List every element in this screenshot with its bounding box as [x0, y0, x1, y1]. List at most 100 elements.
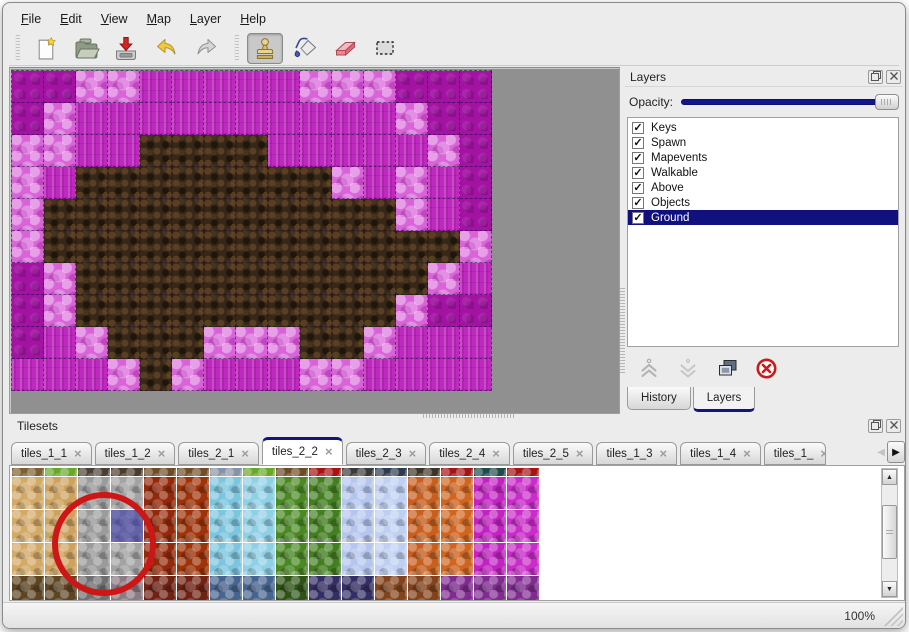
map-tile[interactable]: [364, 71, 396, 103]
map-tile[interactable]: [44, 199, 76, 231]
map-tile[interactable]: [76, 103, 108, 135]
map-tile[interactable]: [396, 71, 428, 103]
tileset-tile[interactable]: [12, 510, 44, 542]
tileset-tile[interactable]: [144, 576, 176, 600]
map-tile[interactable]: [364, 167, 396, 199]
tileset-tile[interactable]: [177, 576, 209, 600]
map-tile[interactable]: [300, 199, 332, 231]
map-tile[interactable]: [140, 231, 172, 263]
map-tile[interactable]: [236, 167, 268, 199]
raise-layer-button[interactable]: [636, 356, 662, 380]
map-tile[interactable]: [108, 71, 140, 103]
tab-close-icon[interactable]: ×: [492, 445, 500, 461]
map-tile[interactable]: [12, 167, 44, 199]
tileset-tile[interactable]: [342, 510, 374, 542]
tileset-tile[interactable]: [408, 510, 440, 542]
map-tile[interactable]: [76, 231, 108, 263]
map-tile[interactable]: [396, 263, 428, 295]
tileset-tile[interactable]: [177, 510, 209, 542]
tileset-tile[interactable]: [408, 468, 440, 476]
map-tile[interactable]: [332, 359, 364, 391]
scrollbar-thumb[interactable]: [882, 505, 897, 559]
open-tool-button[interactable]: [68, 33, 104, 64]
resize-grip[interactable]: [883, 606, 903, 626]
map-tile[interactable]: [460, 327, 492, 359]
tileset-tab-tiles_1_4[interactable]: tiles_1_4 ×: [680, 442, 761, 465]
map-tile[interactable]: [268, 135, 300, 167]
map-tile[interactable]: [76, 295, 108, 327]
scrollbar-down-icon[interactable]: ▼: [882, 581, 897, 597]
tileset-tile[interactable]: [474, 576, 506, 600]
layer-item-keys[interactable]: ✓ Keys: [628, 120, 898, 135]
eraser-tool-button[interactable]: [327, 33, 363, 64]
map-tile[interactable]: [460, 295, 492, 327]
layer-visibility-checkbox[interactable]: ✓: [632, 151, 644, 164]
map-tile[interactable]: [460, 167, 492, 199]
scrollbar-up-icon[interactable]: ▲: [882, 469, 897, 485]
tileset-tile[interactable]: [408, 477, 440, 509]
tileset-tile[interactable]: [45, 468, 77, 476]
map-tile[interactable]: [108, 295, 140, 327]
map-tile[interactable]: [236, 327, 268, 359]
menu-view[interactable]: View: [100, 12, 128, 26]
map-tile[interactable]: [204, 327, 236, 359]
map-tile[interactable]: [12, 103, 44, 135]
map-tile[interactable]: [460, 231, 492, 263]
tileset-tab-tiles_1_1[interactable]: tiles_1_1 ×: [11, 442, 92, 465]
map-tile[interactable]: [108, 231, 140, 263]
tileset-tile[interactable]: [12, 543, 44, 575]
map-tile[interactable]: [108, 199, 140, 231]
menu-layer[interactable]: Layer: [189, 12, 222, 26]
map-tile[interactable]: [396, 103, 428, 135]
tileset-tile[interactable]: [375, 477, 407, 509]
layer-visibility-checkbox[interactable]: ✓: [632, 196, 644, 209]
map-tile[interactable]: [172, 327, 204, 359]
map-tile[interactable]: [364, 231, 396, 263]
map-tile[interactable]: [204, 103, 236, 135]
tileset-tile[interactable]: [342, 543, 374, 575]
map-tile[interactable]: [332, 167, 364, 199]
tileset-tile[interactable]: [177, 468, 209, 476]
map-tile[interactable]: [300, 71, 332, 103]
map-tile[interactable]: [140, 103, 172, 135]
tileset-tile[interactable]: [309, 510, 341, 542]
tileset-tile[interactable]: [507, 510, 539, 542]
map-tile[interactable]: [364, 263, 396, 295]
map-tile[interactable]: [76, 359, 108, 391]
tab-close-icon[interactable]: ×: [743, 445, 751, 461]
map-tile[interactable]: [76, 71, 108, 103]
map-tile[interactable]: [12, 71, 44, 103]
map-tile[interactable]: [364, 135, 396, 167]
map-tile[interactable]: [332, 327, 364, 359]
map-tile[interactable]: [172, 103, 204, 135]
tileset-tile[interactable]: [375, 468, 407, 476]
map-tile[interactable]: [204, 199, 236, 231]
map-tile[interactable]: [364, 199, 396, 231]
tileset-tile[interactable]: [243, 477, 275, 509]
map-tile[interactable]: [108, 167, 140, 199]
map-tile[interactable]: [76, 199, 108, 231]
tileset-tile[interactable]: [12, 576, 44, 600]
map-tile[interactable]: [460, 199, 492, 231]
map-tile[interactable]: [12, 231, 44, 263]
map-tile[interactable]: [332, 231, 364, 263]
map-tile[interactable]: [44, 71, 76, 103]
map-tile[interactable]: [300, 103, 332, 135]
menu-edit[interactable]: Edit: [60, 12, 82, 26]
tileset-tile[interactable]: [210, 477, 242, 509]
select-tool-button[interactable]: [367, 33, 403, 64]
map-tile[interactable]: [76, 167, 108, 199]
map-tile[interactable]: [172, 359, 204, 391]
new-tool-button[interactable]: [28, 33, 64, 64]
delete-layer-button[interactable]: [753, 356, 779, 380]
close-panel-button[interactable]: [886, 69, 901, 84]
map-tile[interactable]: [300, 295, 332, 327]
tileset-tile[interactable]: [309, 576, 341, 600]
tab-close-icon[interactable]: ×: [157, 445, 166, 461]
map-tile[interactable]: [140, 71, 172, 103]
layer-visibility-checkbox[interactable]: ✓: [632, 181, 644, 194]
duplicate-layer-button[interactable]: [714, 356, 740, 380]
tileset-tab-tiles_2_1[interactable]: tiles_2_1 ×: [178, 442, 259, 465]
layer-item-walkable[interactable]: ✓ Walkable: [628, 165, 898, 180]
map-tile[interactable]: [460, 263, 492, 295]
